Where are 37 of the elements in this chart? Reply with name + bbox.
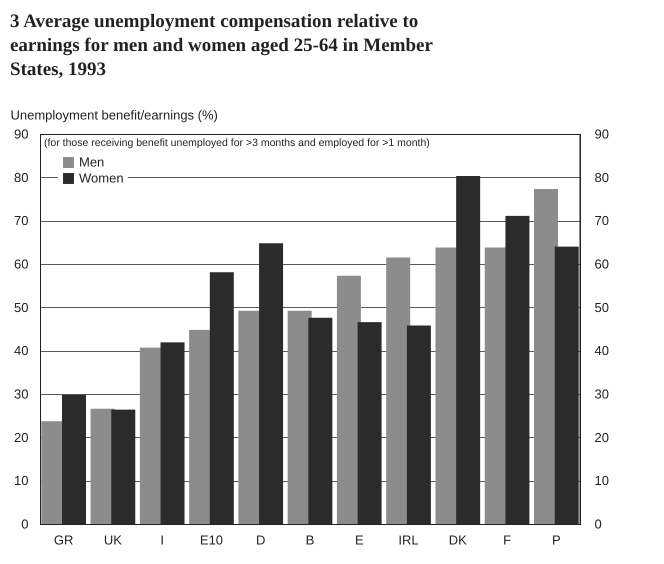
x-tick-label: IRL bbox=[398, 532, 419, 548]
x-tick-label: D bbox=[256, 532, 266, 548]
y-axis-title: Unemployment benefit/earnings (%) bbox=[10, 108, 218, 122]
x-tick-label: P bbox=[552, 532, 561, 548]
y-tick-label: 20 bbox=[14, 430, 28, 445]
x-tick-label: GR bbox=[54, 532, 74, 548]
x-tick-label: E bbox=[354, 532, 364, 548]
x-tick-label: B bbox=[306, 532, 314, 548]
y-tick-label: 60 bbox=[14, 256, 28, 272]
x-tick-label: DK bbox=[448, 532, 468, 548]
y2-tick-label: 30 bbox=[594, 386, 609, 402]
chart-title: 3 Average unemployment compensation relative to earnings for men and women aged 25-64 in Member States, 1993 bbox=[10, 11, 434, 80]
annotation: (for those receiving benefit unemployed for >3 months and employed for >1 month) bbox=[44, 137, 430, 149]
x-tick-label: E10 bbox=[200, 532, 224, 548]
y-tick-label: 50 bbox=[14, 300, 28, 315]
x-tick-label: UK bbox=[104, 532, 122, 548]
y-tick-label: 0 bbox=[21, 516, 28, 532]
y2-tick-label: 80 bbox=[594, 170, 609, 185]
y-tick-label: 70 bbox=[14, 213, 28, 228]
y2-tick-label: 50 bbox=[594, 300, 609, 315]
y2-tick-label: 40 bbox=[594, 343, 609, 358]
y2-tick-label: 90 bbox=[594, 126, 609, 142]
y-tick-label: 40 bbox=[14, 343, 28, 358]
y-tick-label: 30 bbox=[14, 386, 28, 402]
x-tick-label: I bbox=[160, 532, 164, 548]
y2-tick-label: 10 bbox=[594, 473, 609, 488]
y2-tick-label: 20 bbox=[594, 430, 609, 445]
y2-tick-label: 60 bbox=[594, 256, 609, 272]
y-tick-label: 90 bbox=[14, 126, 28, 142]
y2-tick-label: 0 bbox=[594, 516, 602, 532]
y2-tick-label: 70 bbox=[594, 213, 609, 228]
y-tick-label: 80 bbox=[14, 170, 28, 185]
bar bbox=[386, 258, 410, 524]
y-tick-label: 10 bbox=[14, 473, 28, 488]
x-tick-label: F bbox=[503, 532, 512, 548]
legend-label: Women bbox=[79, 170, 124, 186]
legend-label: Men bbox=[79, 154, 104, 170]
